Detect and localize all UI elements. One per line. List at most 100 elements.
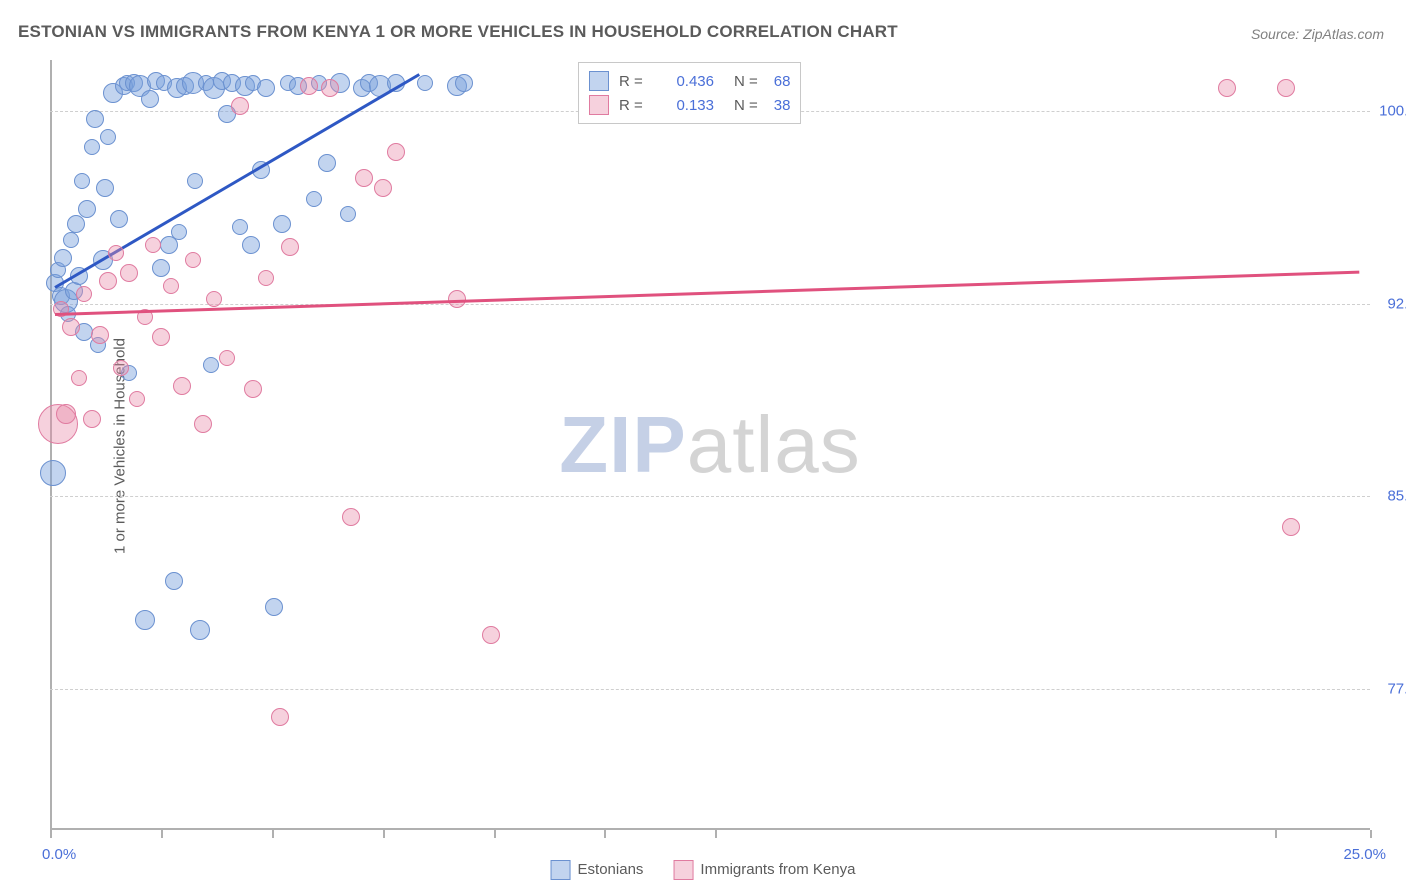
data-point-b — [281, 238, 299, 256]
trend-line-b — [55, 270, 1359, 315]
data-point-a — [306, 191, 322, 207]
data-point-b — [145, 237, 161, 253]
legend-label: Immigrants from Kenya — [700, 861, 855, 878]
data-point-b — [355, 169, 373, 187]
data-point-a — [78, 200, 96, 218]
y-tick-label: 92.5% — [1375, 295, 1406, 312]
data-point-b — [129, 391, 145, 407]
data-point-a — [417, 75, 433, 91]
data-point-a — [135, 610, 155, 630]
legend-swatch — [673, 860, 693, 880]
data-point-b — [91, 326, 109, 344]
watermark: ZIPatlas — [559, 399, 860, 491]
data-point-b — [1218, 79, 1236, 97]
legend-r-value: 0.436 — [659, 73, 714, 90]
data-point-a — [152, 259, 170, 277]
data-point-a — [232, 219, 248, 235]
data-point-a — [187, 173, 203, 189]
x-tick — [604, 830, 606, 838]
data-point-a — [257, 79, 275, 97]
data-point-b — [163, 278, 179, 294]
data-point-b — [387, 143, 405, 161]
y-tick-label: 85.0% — [1375, 488, 1406, 505]
data-point-b — [231, 97, 249, 115]
data-point-b — [120, 264, 138, 282]
y-tick-label: 100.0% — [1375, 103, 1406, 120]
data-point-a — [96, 179, 114, 197]
data-point-a — [74, 173, 90, 189]
x-tick — [494, 830, 496, 838]
legend-n-value: 38 — [774, 97, 791, 114]
legend-n-label: N = — [734, 73, 758, 90]
data-point-b — [1277, 79, 1295, 97]
data-point-b — [206, 291, 222, 307]
data-point-a — [84, 139, 100, 155]
legend-n-value: 68 — [774, 73, 791, 90]
data-point-b — [113, 360, 129, 376]
data-point-a — [141, 90, 159, 108]
x-tick — [715, 830, 717, 838]
data-point-a — [190, 620, 210, 640]
data-point-a — [54, 249, 72, 267]
chart-title: ESTONIAN VS IMMIGRANTS FROM KENYA 1 OR M… — [18, 22, 898, 42]
data-point-a — [273, 215, 291, 233]
legend-r-label: R = — [619, 97, 649, 114]
data-point-a — [110, 210, 128, 228]
data-point-a — [86, 110, 104, 128]
legend-item: Immigrants from Kenya — [673, 860, 855, 880]
data-point-b — [56, 404, 76, 424]
x-tick — [161, 830, 163, 838]
data-point-a — [67, 215, 85, 233]
x-tick-label-max: 25.0% — [1343, 846, 1386, 863]
legend-swatch — [589, 71, 609, 91]
data-point-a — [340, 206, 356, 222]
legend-swatch — [589, 95, 609, 115]
data-point-b — [108, 245, 124, 261]
scatter-plot: ZIPatlas 77.5%85.0%92.5%100.0% — [50, 60, 1370, 830]
data-point-b — [185, 252, 201, 268]
data-point-b — [62, 318, 80, 336]
gridline-h — [50, 304, 1370, 305]
gridline-h — [50, 496, 1370, 497]
legend-n-label: N = — [734, 97, 758, 114]
data-point-b — [71, 370, 87, 386]
data-point-b — [99, 272, 117, 290]
data-point-b — [219, 350, 235, 366]
legend-r-value: 0.133 — [659, 97, 714, 114]
x-tick — [1275, 830, 1277, 838]
data-point-b — [244, 380, 262, 398]
data-point-b — [152, 328, 170, 346]
data-point-b — [83, 410, 101, 428]
gridline-h — [50, 689, 1370, 690]
legend-item: Estonians — [551, 860, 644, 880]
data-point-a — [171, 224, 187, 240]
x-tick — [272, 830, 274, 838]
data-point-a — [318, 154, 336, 172]
legend-bottom: Estonians Immigrants from Kenya — [551, 860, 856, 880]
source-label: Source: ZipAtlas.com — [1251, 26, 1384, 42]
data-point-a — [203, 357, 219, 373]
data-point-b — [271, 708, 289, 726]
x-tick-label-min: 0.0% — [42, 846, 76, 863]
legend-swatch — [551, 860, 571, 880]
data-point-b — [194, 415, 212, 433]
x-tick — [50, 830, 52, 838]
x-axis — [50, 828, 1370, 830]
data-point-a — [455, 74, 473, 92]
data-point-b — [374, 179, 392, 197]
data-point-a — [242, 236, 260, 254]
x-tick — [1370, 830, 1372, 838]
data-point-b — [173, 377, 191, 395]
data-point-a — [63, 232, 79, 248]
y-axis — [50, 60, 52, 830]
data-point-b — [1282, 518, 1300, 536]
data-point-b — [321, 79, 339, 97]
data-point-a — [265, 598, 283, 616]
data-point-a — [40, 460, 66, 486]
data-point-a — [165, 572, 183, 590]
data-point-a — [100, 129, 116, 145]
data-point-b — [342, 508, 360, 526]
x-tick — [383, 830, 385, 838]
legend-r-label: R = — [619, 73, 649, 90]
legend-stats: R = 0.436 N = 68 R = 0.133 N = 38 — [578, 62, 801, 124]
